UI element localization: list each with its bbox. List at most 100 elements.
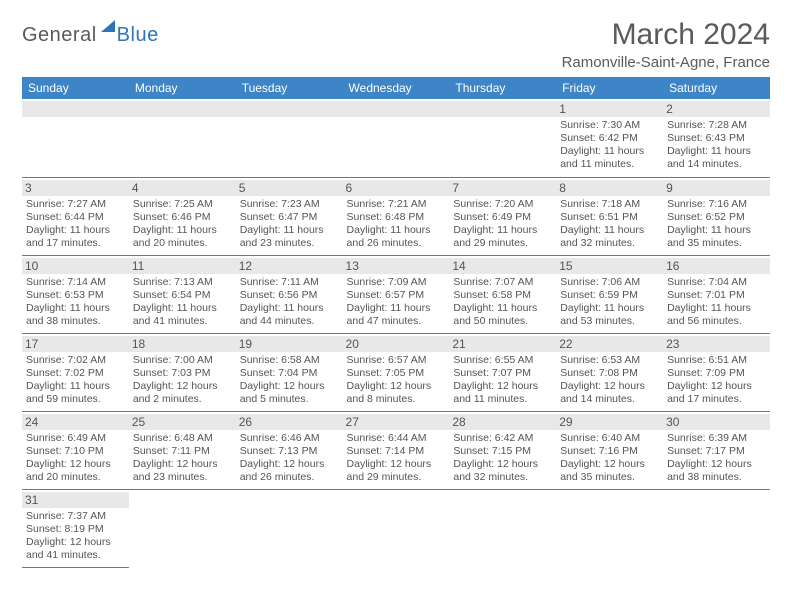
day-cell: 15Sunrise: 7:06 AMSunset: 6:59 PMDayligh… bbox=[556, 255, 663, 333]
daylight-line: Daylight: 12 hours and 32 minutes. bbox=[453, 458, 552, 484]
sunrise-line: Sunrise: 6:58 AM bbox=[240, 354, 339, 367]
daylight-line: Daylight: 11 hours and 38 minutes. bbox=[26, 302, 125, 328]
day-cell: 21Sunrise: 6:55 AMSunset: 7:07 PMDayligh… bbox=[449, 333, 556, 411]
day-cell: 22Sunrise: 6:53 AMSunset: 7:08 PMDayligh… bbox=[556, 333, 663, 411]
day-cell: 23Sunrise: 6:51 AMSunset: 7:09 PMDayligh… bbox=[663, 333, 770, 411]
day-cell: 10 Sunrise: 7:14 AMSunset: 6:53 PMDayligh… bbox=[22, 255, 129, 333]
day-number: 21 bbox=[449, 336, 556, 352]
daylight-line: Daylight: 11 hours and 35 minutes. bbox=[667, 224, 766, 250]
day-cell: 13Sunrise: 7:09 AMSunset: 6:57 PMDayligh… bbox=[343, 255, 450, 333]
daylight-line: Daylight: 12 hours and 17 minutes. bbox=[667, 380, 766, 406]
sunrise-line: Sunrise: 7:28 AM bbox=[667, 119, 766, 132]
dow-friday: Friday bbox=[556, 77, 663, 99]
day-number: 28 bbox=[449, 414, 556, 430]
sunrise-line: Sunrise: 7:11 AM bbox=[240, 276, 339, 289]
sunrise-line: Sunrise: 6:51 AM bbox=[667, 354, 766, 367]
day-number: 8 bbox=[556, 180, 663, 196]
day-number: 26 bbox=[236, 414, 343, 430]
day-cell: 25Sunrise: 6:48 AMSunset: 7:11 PMDayligh… bbox=[129, 411, 236, 489]
sunrise-line: Sunrise: 7:13 AM bbox=[133, 276, 232, 289]
sunrise-line: Sunrise: 7:25 AM bbox=[133, 198, 232, 211]
day-number: 19 bbox=[236, 336, 343, 352]
sunrise-line: Sunrise: 6:57 AM bbox=[347, 354, 446, 367]
sunset-line: Sunset: 7:16 PM bbox=[560, 445, 659, 458]
day-number: 10 bbox=[22, 258, 129, 274]
day-cell: 19 Sunrise: 6:58 AMSunset: 7:04 PMDayligh… bbox=[236, 333, 343, 411]
sunset-line: Sunset: 6:56 PM bbox=[240, 289, 339, 302]
sunrise-line: Sunrise: 7:07 AM bbox=[453, 276, 552, 289]
daylight-line: Daylight: 11 hours and 29 minutes. bbox=[453, 224, 552, 250]
day-number: 24 bbox=[22, 414, 129, 430]
sunrise-line: Sunrise: 6:44 AM bbox=[347, 432, 446, 445]
sunset-line: Sunset: 7:14 PM bbox=[347, 445, 446, 458]
day-number: 2 bbox=[663, 101, 770, 117]
logo-sail-icon bbox=[101, 20, 115, 32]
day-cell: 7Sunrise: 7:20 AMSunset: 6:49 PMDaylight… bbox=[449, 177, 556, 255]
sunrise-line: Sunrise: 7:20 AM bbox=[453, 198, 552, 211]
daylight-line: Daylight: 12 hours and 11 minutes. bbox=[453, 380, 552, 406]
day-cell: 12Sunrise: 7:11 AMSunset: 6:56 PMDayligh… bbox=[236, 255, 343, 333]
empty-cell bbox=[22, 99, 129, 177]
day-cell: 2 Sunrise: 7:28 AMSunset: 6:43 PMDaylight… bbox=[663, 99, 770, 177]
title-block: March 2024 Ramonville-Saint-Agne, France bbox=[562, 18, 770, 71]
sunrise-line: Sunrise: 7:06 AM bbox=[560, 276, 659, 289]
sunrise-line: Sunrise: 7:14 AM bbox=[26, 276, 125, 289]
header: General Blue March 2024 Ramonville-Saint… bbox=[22, 18, 770, 71]
daylight-line: Daylight: 12 hours and 5 minutes. bbox=[240, 380, 339, 406]
sunset-line: Sunset: 7:11 PM bbox=[133, 445, 232, 458]
day-number: 20 bbox=[343, 336, 450, 352]
sunset-line: Sunset: 6:47 PM bbox=[240, 211, 339, 224]
sunset-line: Sunset: 6:53 PM bbox=[26, 289, 125, 302]
logo-text-blue: Blue bbox=[117, 24, 159, 47]
sunrise-line: Sunrise: 7:09 AM bbox=[347, 276, 446, 289]
sunset-line: Sunset: 7:04 PM bbox=[240, 367, 339, 380]
dow-monday: Monday bbox=[129, 77, 236, 99]
day-cell: 4Sunrise: 7:25 AMSunset: 6:46 PMDaylight… bbox=[129, 177, 236, 255]
daylight-line: Daylight: 11 hours and 56 minutes. bbox=[667, 302, 766, 328]
day-number: 31 bbox=[22, 492, 129, 508]
daylight-line: Daylight: 12 hours and 41 minutes. bbox=[26, 536, 125, 562]
logo-text-general: General bbox=[22, 24, 97, 47]
day-cell: 6Sunrise: 7:21 AMSunset: 6:48 PMDaylight… bbox=[343, 177, 450, 255]
sunset-line: Sunset: 7:17 PM bbox=[667, 445, 766, 458]
empty-cell bbox=[129, 99, 236, 177]
sunset-line: Sunset: 6:44 PM bbox=[26, 211, 125, 224]
sunrise-line: Sunrise: 6:46 AM bbox=[240, 432, 339, 445]
dow-tuesday: Tuesday bbox=[236, 77, 343, 99]
sunset-line: Sunset: 7:02 PM bbox=[26, 367, 125, 380]
day-cell: 28Sunrise: 6:42 AMSunset: 7:15 PMDayligh… bbox=[449, 411, 556, 489]
day-number: 12 bbox=[236, 258, 343, 274]
daylight-line: Daylight: 12 hours and 23 minutes. bbox=[133, 458, 232, 484]
empty-cell bbox=[343, 99, 450, 177]
logo: General Blue bbox=[22, 18, 159, 47]
daylight-line: Daylight: 12 hours and 8 minutes. bbox=[347, 380, 446, 406]
empty-cell bbox=[236, 99, 343, 177]
daylight-line: Daylight: 11 hours and 23 minutes. bbox=[240, 224, 339, 250]
daylight-line: Daylight: 11 hours and 17 minutes. bbox=[26, 224, 125, 250]
table-row: 1Sunrise: 7:30 AMSunset: 6:42 PMDaylight… bbox=[22, 99, 770, 177]
day-number: 7 bbox=[449, 180, 556, 196]
day-cell: 1Sunrise: 7:30 AMSunset: 6:42 PMDaylight… bbox=[556, 99, 663, 177]
day-cell: 16Sunrise: 7:04 AMSunset: 7:01 PMDayligh… bbox=[663, 255, 770, 333]
day-cell: 24Sunrise: 6:49 AMSunset: 7:10 PMDayligh… bbox=[22, 411, 129, 489]
daylight-line: Daylight: 11 hours and 14 minutes. bbox=[667, 145, 766, 171]
day-number: 9 bbox=[663, 180, 770, 196]
sunset-line: Sunset: 6:43 PM bbox=[667, 132, 766, 145]
dow-row: Sunday Monday Tuesday Wednesday Thursday… bbox=[22, 77, 770, 99]
day-cell: 3Sunrise: 7:27 AMSunset: 6:44 PMDaylight… bbox=[22, 177, 129, 255]
daylight-line: Daylight: 11 hours and 47 minutes. bbox=[347, 302, 446, 328]
sunset-line: Sunset: 7:13 PM bbox=[240, 445, 339, 458]
sunset-line: Sunset: 7:10 PM bbox=[26, 445, 125, 458]
sunrise-line: Sunrise: 6:49 AM bbox=[26, 432, 125, 445]
daylight-line: Daylight: 12 hours and 26 minutes. bbox=[240, 458, 339, 484]
daylight-line: Daylight: 11 hours and 26 minutes. bbox=[347, 224, 446, 250]
daylight-line: Daylight: 11 hours and 41 minutes. bbox=[133, 302, 232, 328]
sunrise-line: Sunrise: 6:39 AM bbox=[667, 432, 766, 445]
sunset-line: Sunset: 7:03 PM bbox=[133, 367, 232, 380]
sunrise-line: Sunrise: 7:37 AM bbox=[26, 510, 125, 523]
daylight-line: Daylight: 11 hours and 20 minutes. bbox=[133, 224, 232, 250]
empty-cell bbox=[556, 489, 663, 567]
sunset-line: Sunset: 6:51 PM bbox=[560, 211, 659, 224]
day-cell: 8Sunrise: 7:18 AMSunset: 6:51 PMDaylight… bbox=[556, 177, 663, 255]
sunset-line: Sunset: 7:07 PM bbox=[453, 367, 552, 380]
